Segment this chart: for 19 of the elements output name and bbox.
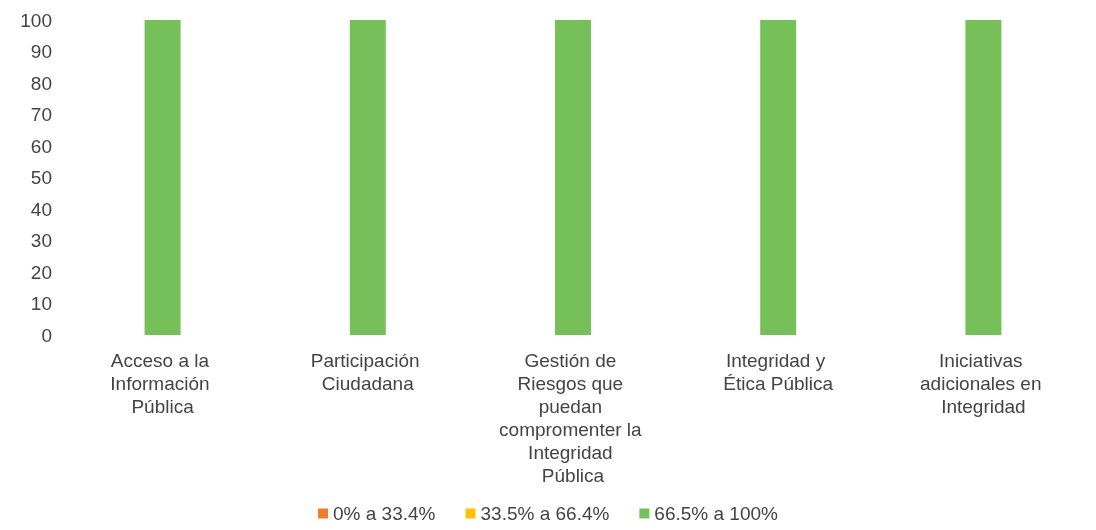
y-tick-label: 30 xyxy=(30,230,52,251)
x-tick-label: Acceso a la Información Pública xyxy=(110,350,215,417)
y-tick-label: 70 xyxy=(30,104,52,125)
x-tick-label: Integridad y Ética Pública xyxy=(723,350,834,394)
y-tick-label: 50 xyxy=(30,167,52,188)
y-tick-label: 80 xyxy=(30,72,52,94)
legend-label: 0% a 33.4% xyxy=(333,503,436,524)
y-tick-label: 90 xyxy=(30,41,52,62)
x-tick-label: Iniciativas adicionales en Integridad xyxy=(920,350,1047,417)
legend-label: 66.5% a 100% xyxy=(654,503,779,524)
x-tick-label: Participación Ciudadana xyxy=(310,350,425,394)
y-tick-label: 100 xyxy=(20,9,52,31)
y-tick-label: 60 xyxy=(30,135,52,157)
y-tick-label: 0 xyxy=(41,324,52,346)
y-tick-label: 40 xyxy=(30,198,52,220)
legend-label: 33.5% a 66.4% xyxy=(480,503,610,524)
y-tick-label: 20 xyxy=(30,261,52,283)
y-tick-label: 10 xyxy=(30,293,52,314)
x-tick-label: Gestión de Riesgos que puedan compromenter la Integridad Pública xyxy=(499,350,647,486)
